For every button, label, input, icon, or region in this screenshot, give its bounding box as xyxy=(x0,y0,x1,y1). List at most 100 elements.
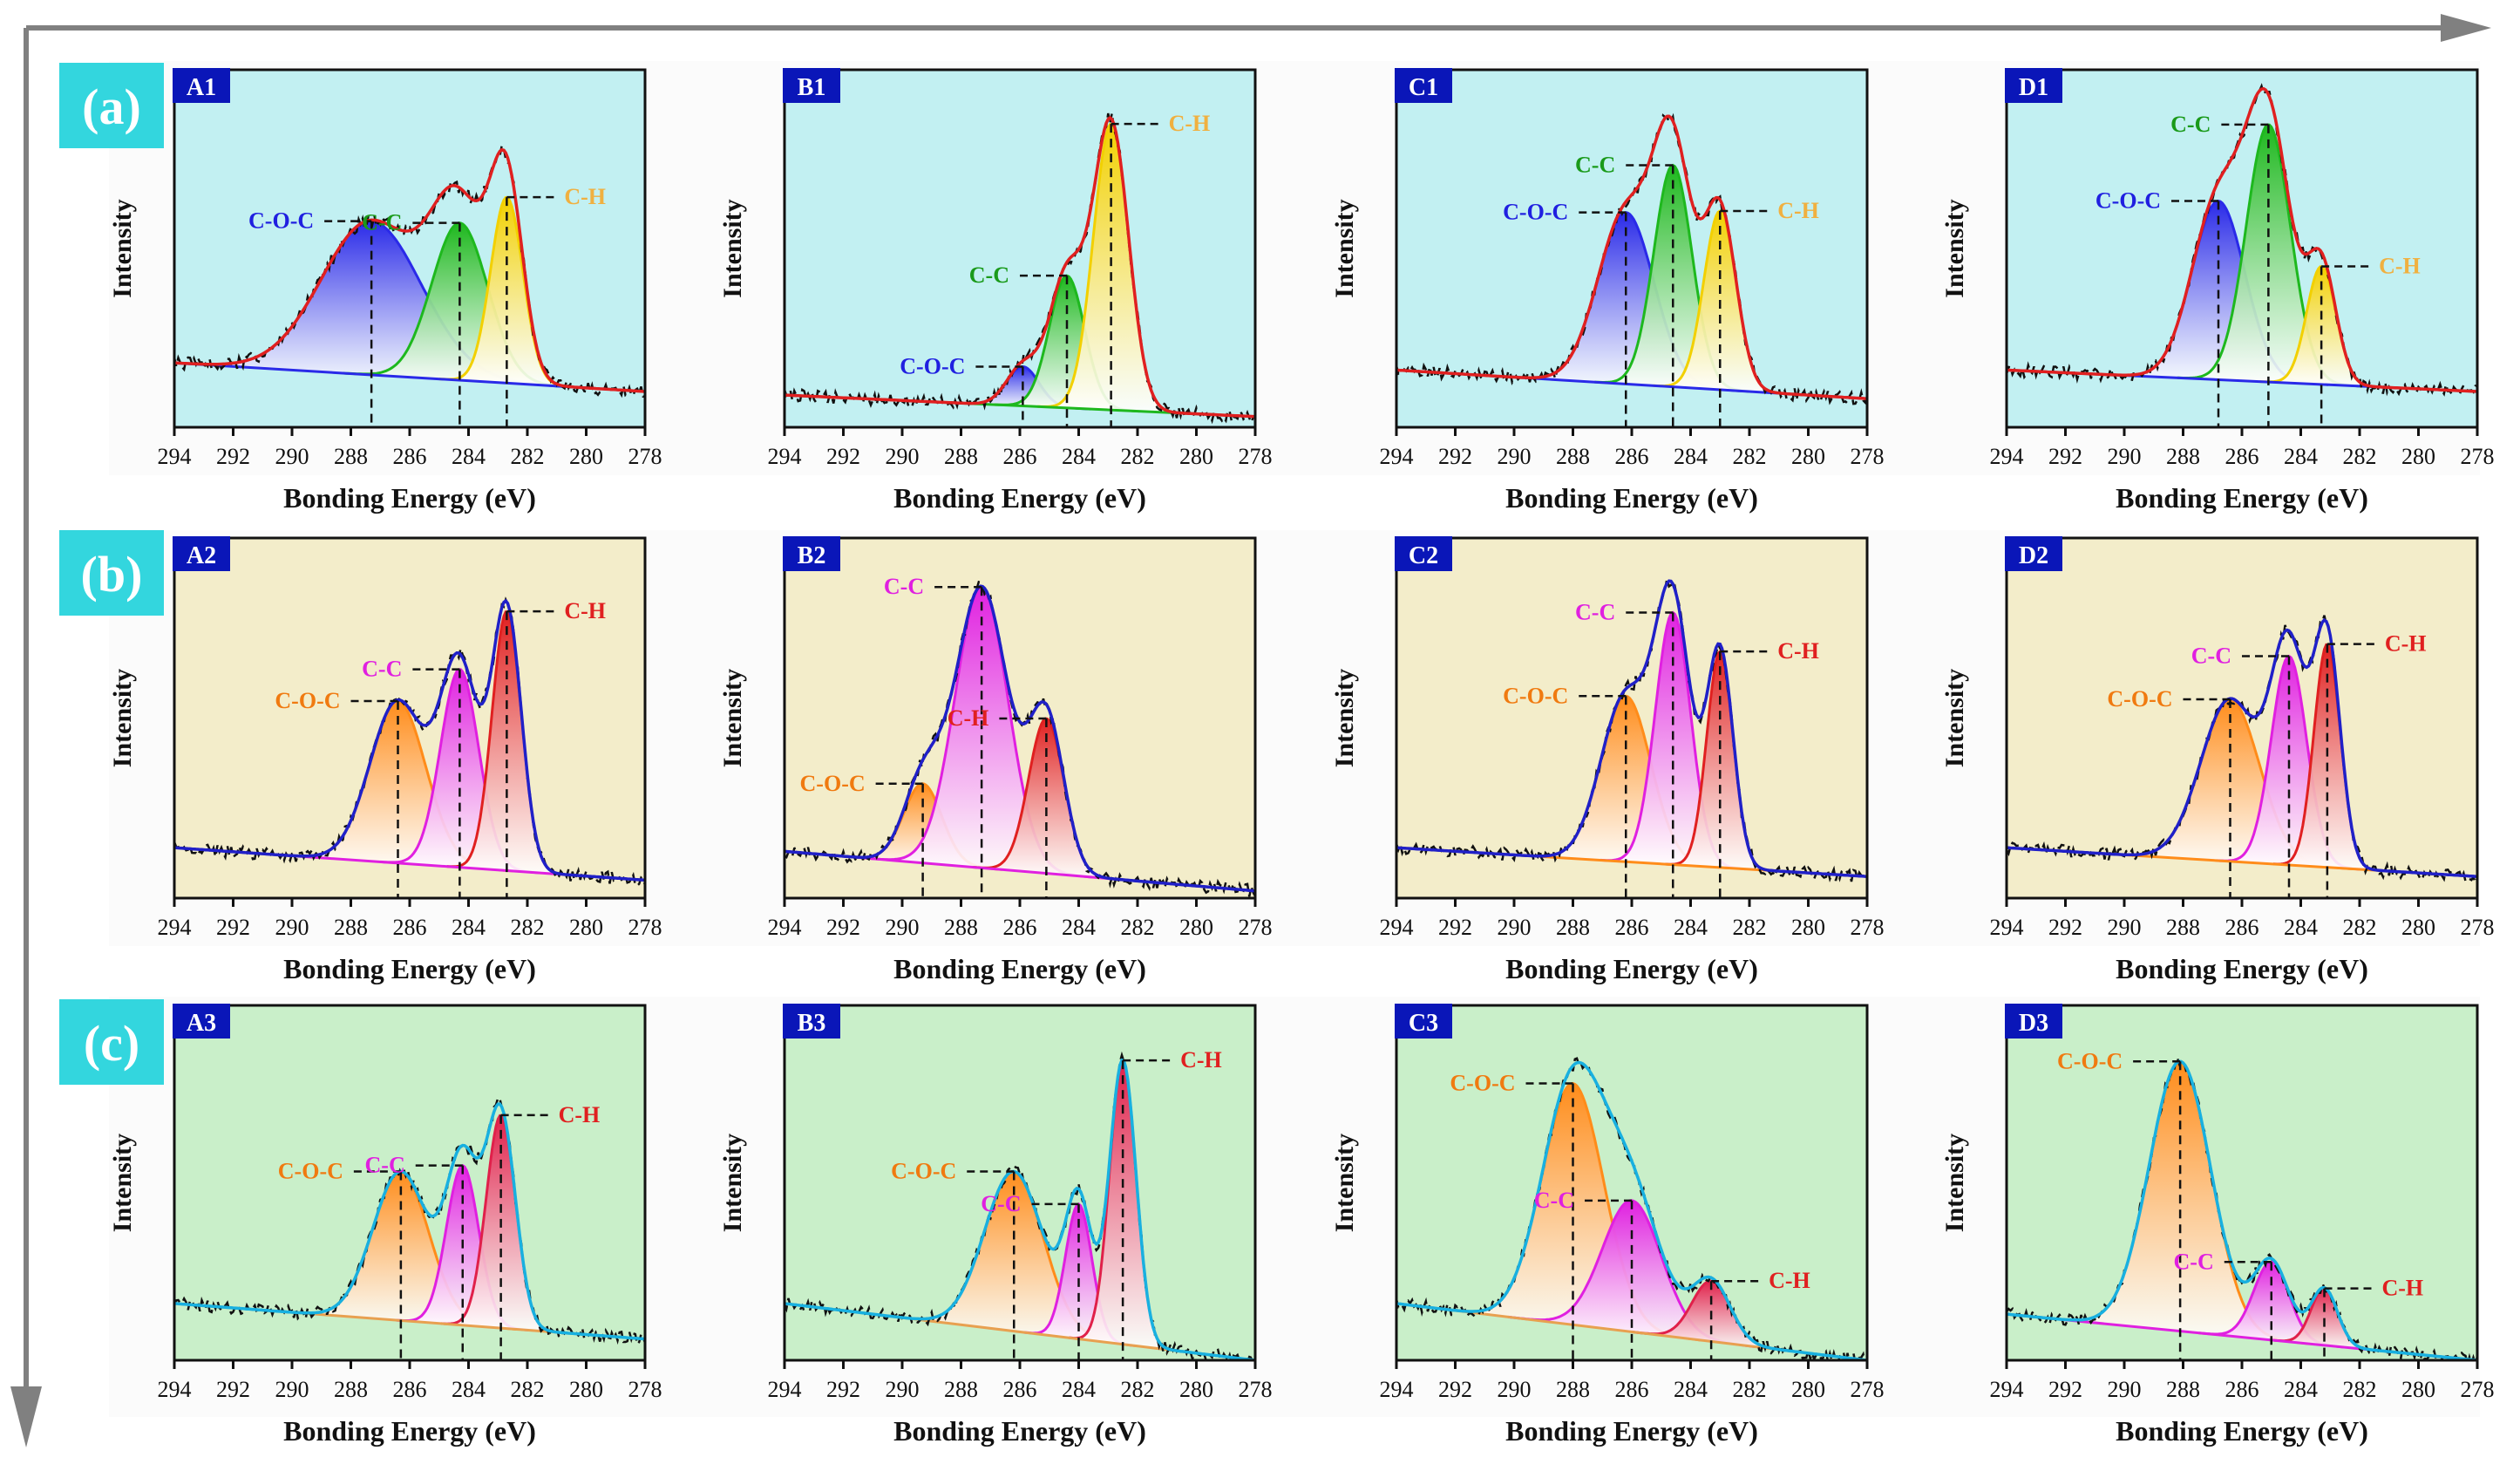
panel-id-box xyxy=(1395,1004,1452,1039)
x-tick-label: 288 xyxy=(334,915,368,940)
peak-label: C-C xyxy=(362,657,402,682)
x-axis-label: Bonding Energy (eV) xyxy=(283,1415,536,1447)
peak-label: C-O-C xyxy=(891,1158,956,1183)
panels: C-O-C C-C C-H 294 292 290 288 286 284 282 280 278 Bo… xyxy=(108,68,2495,1447)
x-tick-label: 294 xyxy=(1990,915,2024,940)
x-axis-label: Bonding Energy (eV) xyxy=(2116,1415,2368,1447)
peak-label: C-H xyxy=(1777,198,1819,223)
x-tick-label: 284 xyxy=(452,915,486,940)
x-tick-label: 290 xyxy=(275,1377,309,1402)
peak-label: C-C xyxy=(1575,152,1615,177)
envelope-line xyxy=(785,115,1255,419)
x-tick-label: 294 xyxy=(768,915,802,940)
panel-id-box xyxy=(2005,536,2062,571)
x-tick-label: 288 xyxy=(2166,444,2200,469)
panel-id-label: B3 xyxy=(798,1010,826,1037)
peak-fill-c-c xyxy=(1594,165,1752,392)
peak-label: C-O-C xyxy=(1450,1071,1515,1096)
x-tick-label: 284 xyxy=(2284,444,2318,469)
panel-A3: C-O-C C-C C-H 294 292 290 288 286 284 282 280 278 Bo… xyxy=(108,1004,662,1447)
peak-label: C-C xyxy=(2174,1249,2214,1274)
x-tick-label: 286 xyxy=(1615,1377,1649,1402)
x-tick-label: 280 xyxy=(2401,915,2435,940)
x-tick-label: 292 xyxy=(1438,915,1472,940)
panel-id-label: C3 xyxy=(1409,1010,1438,1037)
raw-data-line xyxy=(2007,615,2477,886)
x-tick-label: 288 xyxy=(1556,1377,1590,1402)
panel-id-box xyxy=(783,536,840,571)
x-tick-label: 286 xyxy=(393,1377,427,1402)
y-axis-label: Intensity xyxy=(1330,669,1359,767)
y-axis-label: Intensity xyxy=(108,1134,137,1232)
panel-id-box xyxy=(173,68,230,103)
row-label-text: (c) xyxy=(84,1015,139,1072)
x-tick-label: 278 xyxy=(1851,444,1885,469)
x-tick-label: 286 xyxy=(2225,1377,2259,1402)
peak-label: C-C xyxy=(969,262,1009,288)
x-tick-label: 278 xyxy=(1239,1377,1273,1402)
x-tick-label: 284 xyxy=(1674,915,1708,940)
x-tick-label: 288 xyxy=(944,1377,978,1402)
x-tick-label: 294 xyxy=(768,1377,802,1402)
x-tick-label: 282 xyxy=(1733,1377,1767,1402)
x-tick-label: 286 xyxy=(393,915,427,940)
row-label-2: (b) xyxy=(59,530,164,616)
x-tick-label: 284 xyxy=(1062,444,1096,469)
x-tick-label: 278 xyxy=(628,1377,662,1402)
x-tick-label: 294 xyxy=(158,915,192,940)
panel-A2: C-O-C C-C C-H 294 292 290 288 286 284 282 280 278 Bo… xyxy=(108,536,662,984)
x-tick-label: 288 xyxy=(334,1377,368,1402)
x-tick-label: 278 xyxy=(1239,444,1273,469)
x-tick-label: 288 xyxy=(1556,915,1590,940)
peak-label: C-H xyxy=(559,1102,601,1127)
x-tick-label: 288 xyxy=(944,444,978,469)
panel-id-label: C1 xyxy=(1409,74,1438,101)
envelope-line xyxy=(174,147,645,393)
row-labels: (a) (b) (c) xyxy=(59,63,164,1085)
x-axis-label: Bonding Energy (eV) xyxy=(893,1415,1146,1447)
direction-arrows xyxy=(10,14,2491,1447)
panel-id-label: B2 xyxy=(798,542,826,569)
panel-id-box xyxy=(1395,536,1452,571)
panel-id-label: A1 xyxy=(187,74,216,101)
x-tick-label: 294 xyxy=(1990,1377,2024,1402)
x-tick-label: 286 xyxy=(393,444,427,469)
x-tick-label: 286 xyxy=(1615,444,1649,469)
x-tick-label: 280 xyxy=(1179,1377,1213,1402)
peak-label: C-H xyxy=(2382,1276,2424,1301)
envelope-line xyxy=(785,1058,1255,1360)
x-tick-label: 282 xyxy=(2343,444,2377,469)
x-tick-label: 290 xyxy=(2108,915,2142,940)
peak-label: C-O-C xyxy=(800,771,866,796)
y-axis-label: Intensity xyxy=(1330,199,1359,297)
y-axis-label: Intensity xyxy=(1940,1134,1969,1232)
peak-label: C-C xyxy=(1534,1188,1574,1213)
x-tick-label: 278 xyxy=(1851,915,1885,940)
x-tick-label: 288 xyxy=(2166,915,2200,940)
x-tick-label: 288 xyxy=(1556,444,1590,469)
x-axis-label: Bonding Energy (eV) xyxy=(283,953,536,984)
x-tick-label: 294 xyxy=(1380,444,1414,469)
x-tick-label: 290 xyxy=(275,915,309,940)
envelope-line xyxy=(2007,617,2477,878)
panel-C2: C-O-C C-C C-H 294 292 290 288 286 284 282 280 278 Bo… xyxy=(1330,536,1885,984)
x-tick-label: 288 xyxy=(944,915,978,940)
x-axis-label: Bonding Energy (eV) xyxy=(893,482,1146,514)
x-tick-label: 280 xyxy=(1179,915,1213,940)
x-tick-label: 294 xyxy=(158,1377,192,1402)
x-tick-label: 292 xyxy=(826,1377,860,1402)
y-axis-label: Intensity xyxy=(108,199,137,297)
peak-label: C-O-C xyxy=(1503,683,1568,708)
x-tick-label: 282 xyxy=(1121,915,1155,940)
peak-label: C-H xyxy=(948,705,989,731)
x-tick-label: 282 xyxy=(1121,444,1155,469)
envelope-line xyxy=(785,584,1255,893)
x-axis-label: Bonding Energy (eV) xyxy=(2116,953,2368,984)
panel-id-label: A3 xyxy=(187,1010,216,1037)
x-tick-label: 286 xyxy=(1615,915,1649,940)
y-axis-label: Intensity xyxy=(718,199,747,297)
panel-id-label: D2 xyxy=(2019,542,2048,569)
raw-data-line xyxy=(785,112,1255,426)
x-tick-label: 290 xyxy=(886,444,920,469)
peak-fill-c-c xyxy=(2198,1262,2344,1347)
